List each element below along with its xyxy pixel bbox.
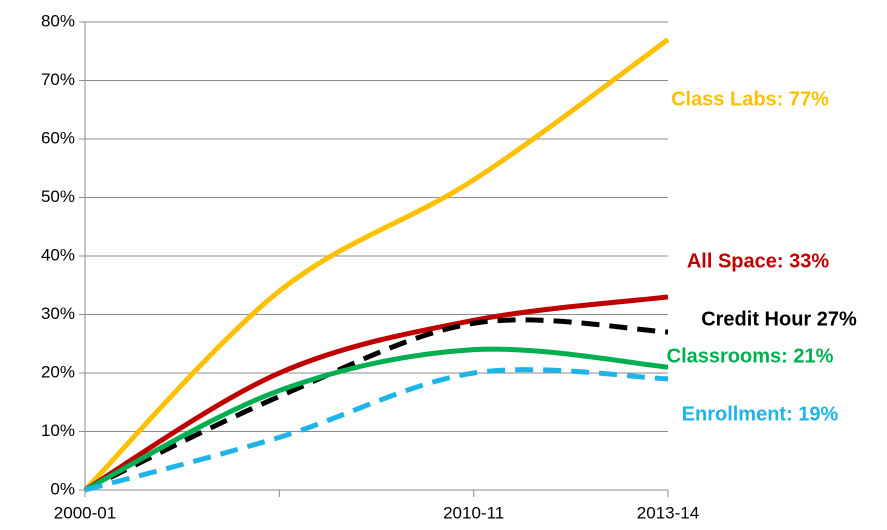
series-line <box>83 294 669 493</box>
series-label: Classrooms: 21% <box>667 345 834 367</box>
y-tick-label: 60% <box>41 128 75 147</box>
series-label: Class Labs: 77% <box>671 88 829 110</box>
y-tick-label: 40% <box>41 245 75 264</box>
y-tick-label: 0% <box>50 479 75 498</box>
series-line <box>84 367 669 493</box>
series-line <box>83 317 669 493</box>
y-tick-label: 50% <box>41 187 75 206</box>
series-label: All Space: 33% <box>687 250 830 272</box>
y-tick-label: 10% <box>41 421 75 440</box>
x-tick-label: 2013-14 <box>637 503 699 522</box>
series-label: Enrollment: 19% <box>682 403 839 425</box>
y-tick-label: 80% <box>41 11 75 30</box>
x-tick-label: 2010-11 <box>443 503 504 522</box>
x-tick-label: 2000-01 <box>54 503 116 522</box>
series-line <box>83 346 669 493</box>
series-label: Credit Hour 27% <box>701 308 857 330</box>
y-tick-label: 70% <box>41 70 75 89</box>
y-tick-label: 30% <box>41 304 75 323</box>
series-line <box>83 37 670 492</box>
y-tick-label: 20% <box>41 362 75 381</box>
